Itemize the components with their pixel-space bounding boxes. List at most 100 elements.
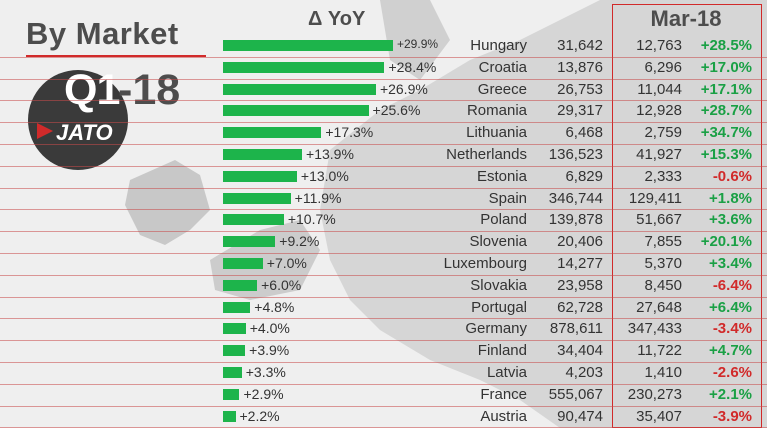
yoy-bar (223, 388, 240, 400)
mar-volume: 11,722 (637, 342, 682, 360)
row-divider (0, 122, 767, 124)
country-name: Slovenia (469, 233, 527, 251)
yoy-bar (223, 279, 258, 291)
row-divider (0, 253, 767, 254)
row-divider (0, 100, 767, 102)
yoy-label: +25.6% (372, 102, 421, 119)
country-name: Latvia (486, 364, 527, 381)
mar-change: +1.8% (709, 189, 752, 207)
chart-title: By Market (26, 16, 179, 51)
q1-volume: 346,744 (548, 189, 603, 207)
row-divider (0, 78, 767, 80)
mar-change: -3.4% (712, 320, 752, 338)
q1-volume: 29,317 (557, 102, 603, 120)
country-name: Poland (480, 211, 527, 229)
country-name: Austria (480, 407, 527, 425)
yoy-bar (223, 40, 393, 51)
q1-volume: 6,468 (565, 124, 603, 142)
yoy-bar (223, 410, 236, 422)
yoy-label: +7.0% (266, 255, 307, 271)
yoy-label: +17.3% (325, 124, 374, 141)
q1-volume: 23,958 (557, 276, 603, 294)
mar-change: -6.4% (712, 276, 752, 294)
yoy-label: +3.9% (249, 342, 290, 359)
mar-change: +20.1% (700, 233, 752, 251)
q1-volume: 31,642 (557, 37, 603, 54)
mar-volume: 35,407 (636, 407, 682, 425)
quarter-badge (28, 70, 128, 170)
yoy-label: +2.2% (239, 407, 280, 424)
mar-change: +3.4% (709, 255, 752, 272)
mar-volume: 1,410 (644, 364, 682, 381)
mar-volume: 7,855 (644, 233, 682, 251)
country-name: Netherlands (446, 146, 527, 163)
jato-logo: JATO (56, 120, 113, 145)
yoy-bar (223, 214, 284, 226)
mar-change: -3.9% (712, 407, 752, 425)
row-divider (0, 187, 767, 189)
q1-volume: 34,404 (557, 342, 603, 360)
yoy-bar (223, 345, 246, 357)
yoy-bar (223, 258, 263, 269)
yoy-bar (223, 236, 276, 248)
yoy-header: Δ YoY (308, 8, 366, 30)
country-name: Slovakia (470, 276, 527, 294)
mar-volume: 2,333 (644, 167, 682, 185)
row-divider (0, 383, 767, 385)
country-name: Luxembourg (443, 255, 527, 272)
mar-change: -0.6% (712, 167, 752, 185)
mar-volume: 41,927 (636, 146, 682, 163)
yoy-label: +4.0% (249, 320, 290, 337)
q1-volume: 90,474 (557, 407, 603, 425)
country-name: Lithuania (466, 124, 527, 142)
country-name: Croatia (478, 58, 527, 76)
yoy-bar (223, 61, 385, 73)
yoy-bar (223, 83, 376, 95)
yoy-label: +11.9% (294, 189, 342, 206)
q1-volume: 14,277 (557, 255, 603, 272)
row-divider (0, 362, 767, 363)
yoy-bar (223, 192, 291, 204)
q1-volume: 139,878 (548, 211, 603, 229)
yoy-label: +2.9% (243, 385, 284, 402)
mar-volume: 12,928 (636, 102, 682, 120)
mar-change: +17.1% (700, 80, 752, 98)
yoy-label: +10.7% (287, 211, 336, 228)
mar-volume: 12,763 (636, 37, 682, 54)
mar-change: +2.1% (709, 385, 752, 403)
q1-volume: 555,067 (548, 385, 603, 403)
q1-volume: 136,523 (548, 146, 603, 163)
mar-change: +6.4% (709, 298, 752, 316)
mar-volume: 51,667 (636, 211, 682, 229)
row-divider (0, 318, 767, 320)
row-divider (0, 340, 767, 342)
mar-volume: 129,411 (628, 189, 682, 207)
row-divider (0, 209, 767, 211)
badge-year: -18 (118, 66, 181, 114)
mar-volume: 2,759 (644, 124, 682, 142)
yoy-label: +9.2% (279, 233, 320, 250)
q1-volume: 878,611 (549, 320, 603, 338)
row-divider (0, 56, 767, 58)
q1-volume: 20,406 (557, 233, 603, 251)
mar-volume: 5,370 (644, 255, 682, 272)
country-name: France (480, 385, 527, 403)
yoy-bar (223, 127, 322, 139)
row-divider (0, 231, 767, 233)
month-header: Mar-18 (650, 6, 722, 31)
row-divider (0, 165, 767, 167)
q1-volume: 62,728 (557, 298, 603, 316)
country-name: Romania (466, 102, 527, 120)
country-name: Greece (477, 80, 527, 98)
mar-change: +17.0% (700, 58, 752, 76)
yoy-bar (223, 105, 369, 117)
yoy-bar (223, 367, 242, 378)
mar-change: +15.3% (700, 146, 752, 163)
row-divider (0, 296, 767, 298)
mar-change: +34.7% (700, 124, 752, 142)
q1-volume: 13,876 (557, 58, 603, 76)
yoy-bar (223, 323, 246, 335)
yoy-label: +3.3% (245, 364, 286, 380)
yoy-label: +6.0% (261, 276, 302, 293)
